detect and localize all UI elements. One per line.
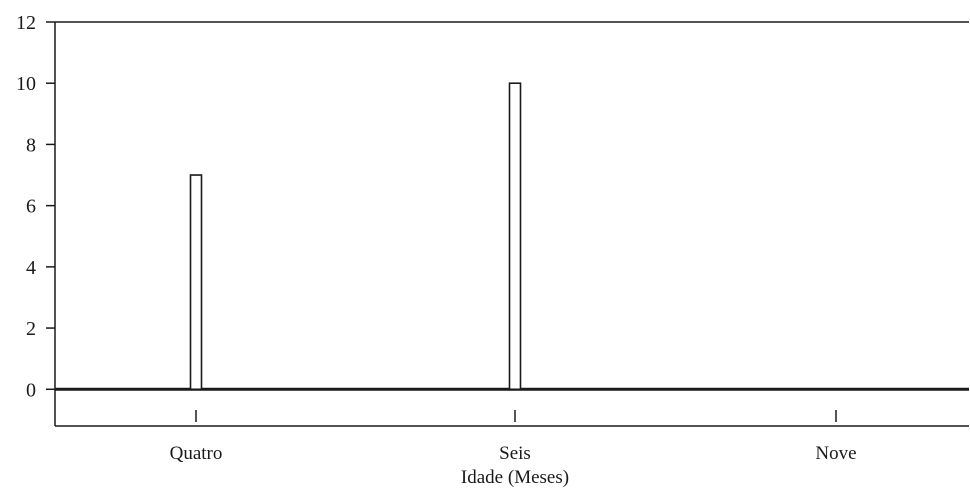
x-tick-label: Quatro	[170, 443, 223, 464]
x-axis-title: Idade (Meses)	[461, 467, 569, 488]
bar-seis	[508, 82, 522, 391]
y-tick-label: 2	[26, 318, 36, 340]
y-tick-label: 8	[26, 134, 36, 156]
x-tick-label: Nove	[815, 443, 856, 464]
y-axis: 0 2 4 6 8 10 12	[16, 12, 55, 401]
bar-quatro	[189, 174, 203, 391]
bars	[189, 82, 522, 391]
y-tick-label: 12	[16, 12, 36, 34]
y-tick-label: 0	[26, 379, 36, 401]
x-axis: Quatro Seis Nove	[170, 410, 857, 464]
y-tick-label: 6	[26, 196, 36, 218]
y-tick-label: 10	[16, 73, 36, 95]
x-tick-label: Seis	[499, 443, 531, 464]
y-tick-label: 4	[26, 257, 36, 279]
